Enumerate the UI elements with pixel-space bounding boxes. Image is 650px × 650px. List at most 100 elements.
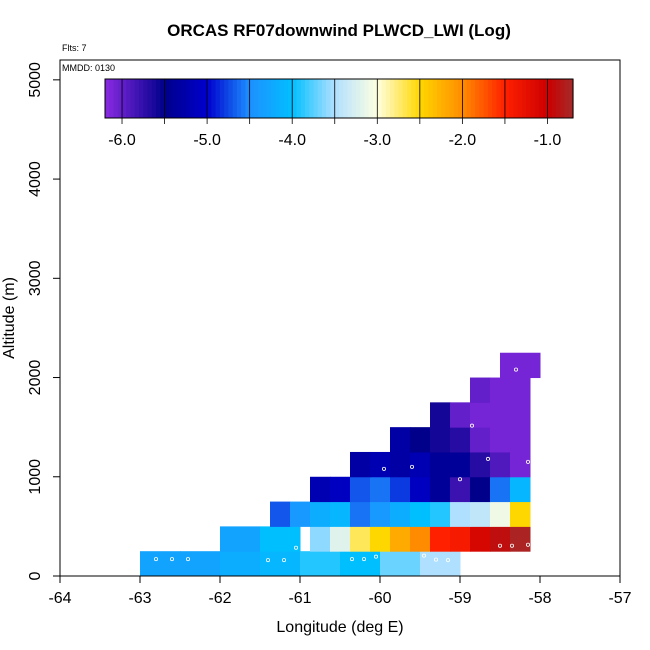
y-tick-label: 4000: [27, 161, 44, 197]
colorbar-segment: [181, 79, 187, 118]
colorbar-segment: [492, 79, 498, 118]
heatmap-cell: [290, 501, 311, 527]
colorbar-segment: [432, 79, 438, 118]
heatmap-cell: [370, 501, 391, 527]
colorbar-segment: [177, 79, 183, 118]
heatmap-cell: [430, 526, 451, 552]
colorbar-segment: [564, 79, 570, 118]
colorbar-segment: [530, 79, 536, 118]
y-tick-label: 1000: [27, 459, 44, 495]
colorbar-segment: [504, 79, 510, 118]
date-label: MMDD: 0130: [62, 63, 115, 73]
colorbar-segment: [551, 79, 557, 118]
data-marker: [457, 477, 462, 482]
colorbar-segment: [479, 79, 485, 118]
data-marker: [169, 557, 174, 562]
colorbar-segment: [317, 79, 323, 118]
colorbar-segment: [385, 79, 391, 118]
heatmap-cell: [430, 451, 451, 478]
colorbar-segment: [351, 79, 357, 118]
colorbar-segment: [500, 79, 506, 118]
colorbar-segment: [283, 79, 289, 118]
colorbar-segment: [139, 79, 144, 118]
heatmap-cell: [450, 427, 471, 453]
heatmap-cell: [140, 551, 181, 577]
heatmap-cell: [370, 476, 391, 503]
colorbar-segment: [321, 79, 327, 118]
heatmap-cell: [500, 352, 541, 379]
colorbar-segment: [160, 79, 166, 118]
heatmap-cell: [470, 377, 491, 403]
data-marker: [373, 554, 378, 559]
heatmap-cell: [350, 476, 371, 503]
colorbar-segment: [360, 79, 366, 118]
x-tick-label: -64: [48, 590, 71, 607]
data-marker: [281, 558, 286, 563]
colorbar-segment: [253, 79, 259, 118]
colorbar-segment: [266, 79, 272, 118]
colorbar-segment: [496, 79, 502, 118]
colorbar-segment: [113, 79, 119, 118]
x-tick-label: -58: [528, 590, 551, 607]
heatmap-cell: [180, 551, 221, 577]
data-marker: [433, 557, 438, 562]
colorbar-segment: [275, 79, 281, 118]
colorbar-frame: [104, 78, 574, 119]
colorbar-segment: [304, 79, 310, 118]
colorbar-segment: [513, 79, 519, 118]
heatmap-cell: [410, 501, 431, 527]
colorbar-segment: [356, 79, 361, 118]
flights-label: Flts: 7: [62, 43, 87, 53]
y-tick-label: 3000: [27, 260, 44, 296]
x-tick-label: -59: [448, 590, 471, 607]
colorbar-segment: [279, 79, 285, 118]
colorbar-segment: [343, 79, 349, 118]
colorbar-segment: [560, 79, 566, 118]
colorbar-segment: [453, 79, 459, 118]
colorbar-segment: [398, 79, 404, 118]
colorbar-segment: [364, 79, 370, 118]
colorbar-segment: [134, 79, 140, 118]
colorbar-segment: [521, 79, 527, 118]
colorbar-segment: [402, 79, 408, 118]
colorbar-segment: [232, 79, 238, 118]
heatmap-cell: [470, 501, 491, 527]
heatmap-cell: [430, 501, 451, 527]
heatmap-cell: [510, 526, 531, 552]
data-marker: [381, 466, 386, 471]
colorbar-segment: [236, 79, 242, 118]
colorbar-segment: [313, 79, 319, 118]
colorbar-segment: [168, 79, 174, 118]
colorbar-segment: [334, 79, 340, 118]
heatmap-cell: [310, 526, 331, 552]
heatmap-cell: [330, 526, 351, 552]
colorbar-segment: [151, 79, 157, 118]
heatmap-cell: [410, 476, 431, 503]
heatmap-cell: [220, 526, 261, 552]
colorbar-segment: [211, 79, 217, 118]
colorbar-segment: [568, 79, 574, 118]
heatmap-cell: [490, 402, 511, 428]
heatmap-cell: [430, 402, 451, 428]
data-marker: [445, 558, 450, 563]
heatmap-cell: [510, 501, 531, 527]
colorbar-segment: [249, 79, 255, 118]
colorbar: -6.0 -5.0 -4.0 -3.0 -2.0 -1.0: [104, 78, 574, 149]
data-marker: [409, 464, 414, 469]
heatmap-cell: [490, 476, 511, 503]
colorbar-segment: [241, 79, 246, 118]
heatmap-cell: [390, 501, 411, 527]
heatmap-cell: [510, 377, 531, 403]
colorbar-segment: [475, 79, 480, 118]
data-marker: [153, 557, 158, 562]
colorbar-segment: [411, 79, 417, 118]
heatmap-cell: [350, 526, 371, 552]
y-tick-label: 0: [27, 571, 44, 580]
heatmap-cell: [310, 476, 331, 503]
colorbar-segment: [185, 79, 191, 118]
colorbar-segment: [126, 79, 132, 118]
colorbar-segment: [245, 79, 251, 118]
heatmap-cell: [330, 501, 351, 527]
colorbar-segment: [207, 79, 212, 118]
heatmap-cell: [370, 526, 391, 552]
